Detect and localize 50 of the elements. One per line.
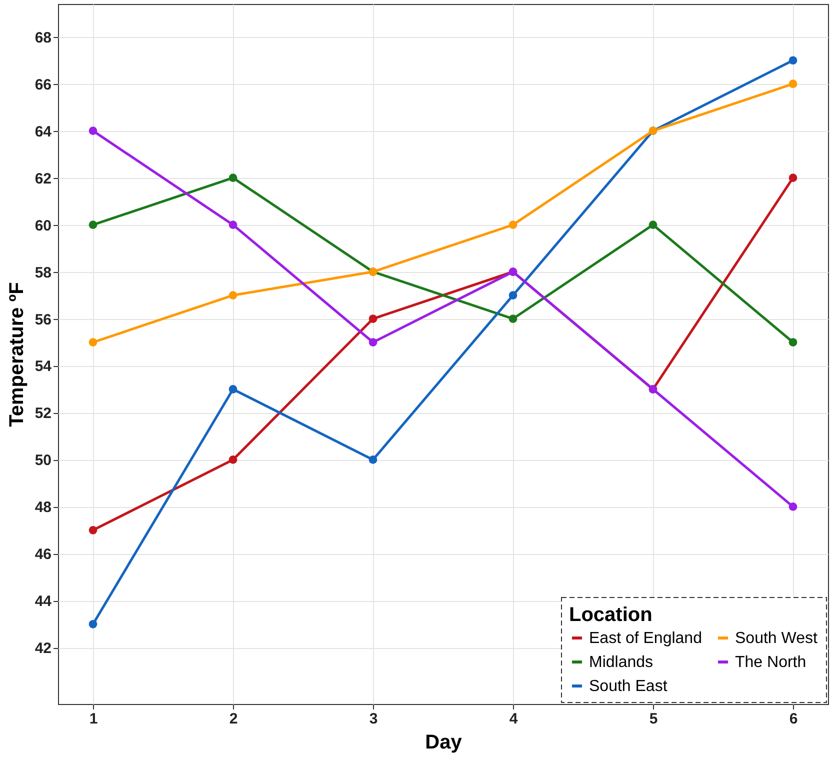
x-tick-label: 2	[229, 710, 238, 728]
point	[228, 174, 238, 182]
x-tick-label: 1	[89, 710, 98, 728]
x-tick-label: 6	[789, 710, 798, 728]
point	[508, 291, 518, 300]
point	[88, 220, 98, 229]
point	[88, 338, 98, 346]
point	[228, 456, 238, 464]
y-tick-label: 48	[34, 499, 52, 516]
y-tick-label: 50	[34, 452, 52, 470]
point	[508, 220, 518, 229]
y-tick-label: 52	[34, 405, 52, 422]
legend-label: South East	[589, 678, 668, 695]
y-tick-label: 62	[34, 170, 52, 188]
point	[228, 220, 238, 229]
y-tick-label: 66	[34, 76, 52, 94]
point	[788, 80, 798, 88]
x-tick-label: 4	[509, 710, 518, 728]
point	[228, 385, 238, 394]
x-tick-label: 3	[369, 710, 378, 728]
legend-title: Location	[569, 604, 652, 626]
point	[788, 174, 798, 182]
point	[228, 291, 238, 300]
y-tick-label: 58	[34, 264, 52, 282]
point	[788, 338, 798, 346]
legend-label: East of England	[589, 630, 702, 647]
y-axis-title: Temperature ºF	[6, 282, 28, 427]
y-tick-label: 42	[34, 640, 52, 658]
point	[508, 314, 518, 323]
y-tick-label: 68	[34, 29, 52, 46]
point	[648, 220, 658, 229]
y-tick-label: 60	[34, 217, 52, 234]
y-tick-label: 64	[34, 123, 52, 140]
point	[788, 56, 798, 65]
y-tick-label: 56	[34, 311, 52, 328]
point	[788, 502, 798, 511]
point	[88, 620, 98, 628]
point	[88, 126, 98, 136]
point	[88, 526, 98, 534]
x-axis-title: Day	[425, 732, 463, 754]
legend-label: The North	[735, 654, 806, 671]
y-tick-label: 54	[34, 358, 52, 376]
point	[368, 314, 378, 323]
y-tick-label: 46	[34, 546, 52, 564]
x-tick-label: 5	[649, 710, 658, 728]
point	[368, 456, 378, 464]
y-tick-label: 44	[34, 593, 52, 610]
point	[368, 338, 378, 346]
legend-label: Midlands	[589, 654, 654, 671]
legend-label: South West	[735, 630, 818, 647]
